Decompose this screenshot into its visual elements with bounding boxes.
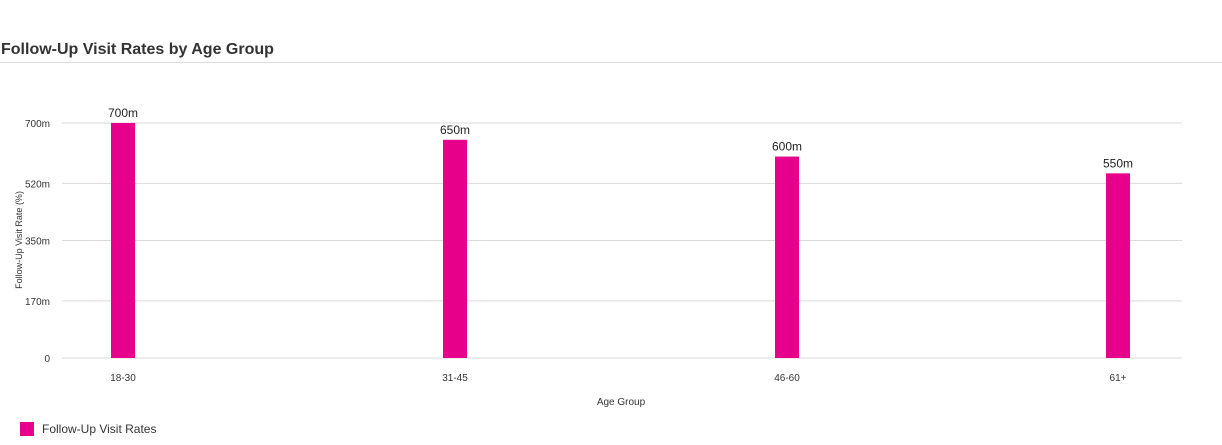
y-axis-title: Follow-Up Visit Rate (%)	[14, 191, 24, 289]
x-tick-label: 46-60	[774, 373, 800, 384]
bar[interactable]	[775, 156, 799, 358]
y-tick-label: 350m	[25, 237, 50, 248]
legend[interactable]: Follow-Up Visit Rates	[20, 421, 156, 437]
x-tick-label: 61+	[1110, 373, 1127, 384]
bar-chart: 0 170m 350m 520m 700m Follow-Up Visit Rate (%…	[14, 106, 1182, 408]
bar[interactable]	[443, 139, 467, 358]
data-label: 550m	[1103, 156, 1133, 170]
y-tick-label: 700m	[25, 119, 50, 130]
x-tick-label: 31-45	[442, 373, 468, 384]
y-tick-label: 0	[44, 354, 50, 365]
data-label: 600m	[772, 140, 802, 154]
y-tick-label: 520m	[25, 179, 50, 190]
bar[interactable]	[1106, 173, 1130, 358]
data-label: 700m	[108, 106, 138, 120]
chart-header: Follow-Up Visit Rates by Age Group	[0, 0, 1222, 63]
legend-label: Follow-Up Visit Rates	[42, 422, 157, 436]
data-label: 650m	[440, 123, 470, 137]
x-axis-title: Age Group	[597, 397, 646, 408]
legend-swatch	[20, 422, 34, 436]
bar[interactable]	[111, 123, 135, 358]
page-title: Follow-Up Visit Rates by Age Group	[1, 41, 274, 58]
y-tick-label: 170m	[25, 297, 50, 308]
x-tick-label: 18-30	[110, 373, 136, 384]
